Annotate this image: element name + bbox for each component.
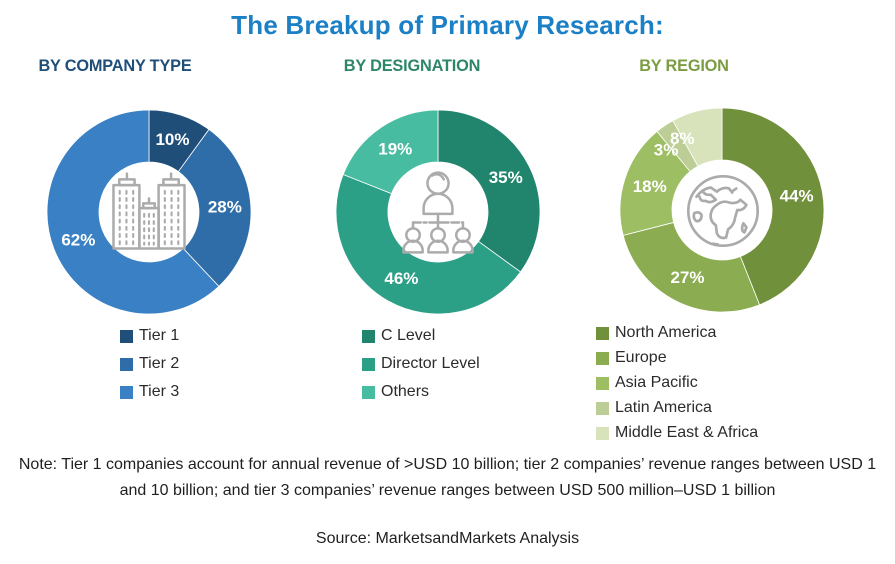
legend-label: Europe: [615, 349, 667, 366]
legend-item-asia-pacific: Asia Pacific: [596, 374, 758, 392]
slice-value-label: 19%: [378, 140, 412, 159]
legend-swatch: [362, 329, 375, 343]
slice-middle-east-africa: [672, 107, 723, 167]
slice-value-label: 28%: [208, 198, 242, 217]
source-text: Source: MarketsandMarkets Analysis: [315, 530, 580, 547]
section-header-designation: BY DESIGNATION: [343, 56, 481, 75]
slice-value-label: 35%: [489, 168, 523, 187]
legend-label: Tier 3: [139, 383, 180, 400]
page-title: The Breakup of Primary Research:: [231, 10, 664, 40]
section-header-company-type: BY COMPANY TYPE: [38, 56, 192, 75]
donut-chart-company-type: 10% 28% 62%: [46, 109, 252, 315]
legend-swatch: [596, 326, 609, 340]
legend-swatch: [596, 376, 609, 390]
legend-item-middle-east-africa: Middle East & Africa: [596, 424, 758, 442]
slice-director-level: [335, 173, 522, 315]
legend-swatch: [120, 385, 133, 399]
slice-tier-3: [46, 109, 220, 315]
legend-item-latin-america: Latin America: [596, 399, 758, 417]
section-header-region: BY REGION: [639, 56, 729, 75]
slice-value-label: 44%: [780, 186, 814, 205]
legend-swatch: [596, 426, 609, 440]
legend-item-c-level: C Level: [362, 327, 480, 345]
legend-label: Middle East & Africa: [615, 424, 759, 441]
legend-item-north-america: North America: [596, 324, 758, 342]
legend-swatch: [596, 351, 609, 365]
legend-swatch: [362, 385, 375, 399]
legend-label: Director Level: [381, 355, 480, 372]
slice-others: [342, 109, 439, 195]
slice-tier-2: [177, 128, 252, 287]
slice-c-level: [437, 109, 541, 273]
slice-europe: [622, 221, 761, 313]
note-text: Note: Tier 1 companies account for annua…: [18, 456, 877, 499]
slice-value-label: 3%: [654, 141, 679, 160]
legend-item-europe: Europe: [596, 349, 758, 367]
legend-label: Latin America: [615, 399, 712, 416]
legend-swatch: [362, 357, 375, 371]
legend-label: Tier 1: [139, 327, 180, 344]
slice-value-label: 18%: [633, 177, 667, 196]
donut-chart-region: 44% 27% 18% 3%8%: [619, 107, 825, 313]
legend-label: Others: [381, 383, 430, 400]
legend-label: Asia Pacific: [615, 374, 698, 391]
legend-item-tier-2: Tier 2: [120, 355, 179, 373]
legend-item-others: Others: [362, 383, 480, 401]
slice-north-america: [721, 107, 825, 306]
legend-label: C Level: [381, 327, 436, 344]
legend-swatch: [120, 357, 133, 371]
legend-company-type: Tier 1 Tier 2 Tier 3: [120, 327, 179, 411]
legend-designation: C Level Director Level Others: [362, 327, 480, 411]
slice-value-label: 62%: [61, 230, 95, 249]
legend-label: Tier 2: [139, 355, 180, 372]
legend-swatch: [596, 401, 609, 415]
legend-label: North America: [615, 324, 717, 341]
legend-region: North America Europe Asia Pacific Latin Ame…: [596, 324, 758, 449]
legend-item-director-level: Director Level: [362, 355, 480, 373]
slice-value-label: 8%: [670, 129, 695, 148]
legend-item-tier-3: Tier 3: [120, 383, 179, 401]
slice-value-label: 10%: [155, 130, 189, 149]
slice-value-label: 27%: [670, 268, 704, 287]
legend-item-tier-1: Tier 1: [120, 327, 179, 345]
legend-swatch: [120, 329, 133, 343]
slice-value-label: 46%: [384, 269, 418, 288]
donut-chart-designation: 35% 46% 19%: [335, 109, 541, 315]
